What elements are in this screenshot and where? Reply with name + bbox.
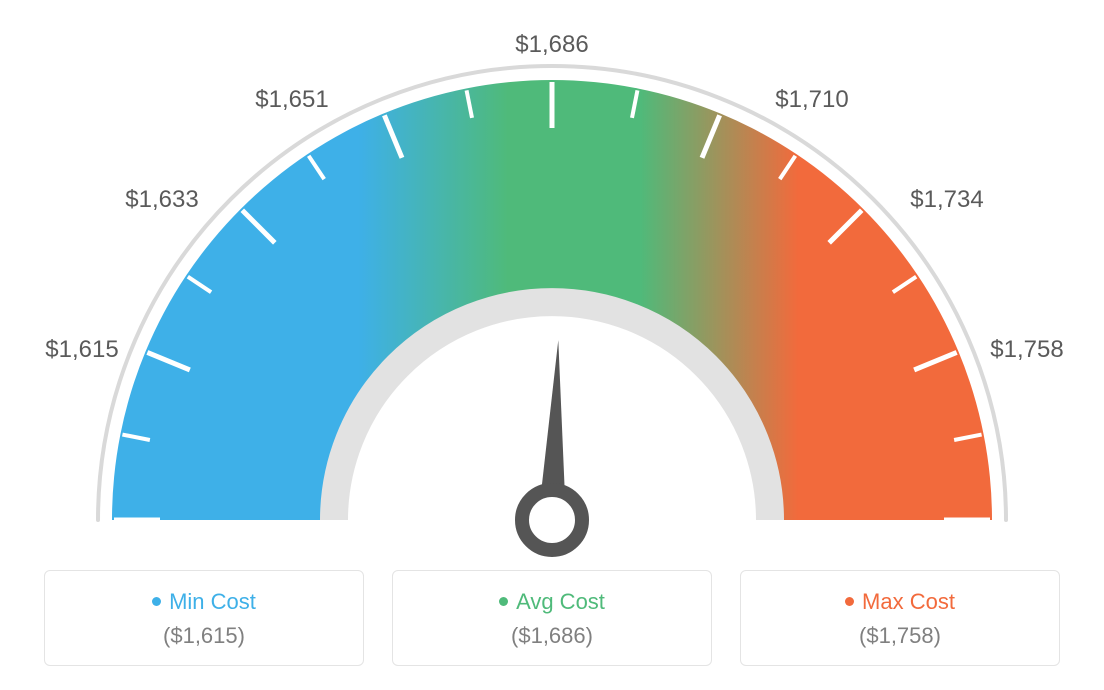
legend-value-min: ($1,615): [55, 623, 353, 649]
gauge-tick-label: $1,633: [125, 186, 198, 214]
legend-label-min: Min Cost: [169, 589, 256, 614]
legend-dot-max: [845, 597, 854, 606]
legend-dot-avg: [499, 597, 508, 606]
gauge-tick-label: $1,686: [515, 31, 588, 59]
legend-title-max: Max Cost: [751, 589, 1049, 615]
legend-title-avg: Avg Cost: [403, 589, 701, 615]
legend-value-max: ($1,758): [751, 623, 1049, 649]
gauge-chart: $1,615 $1,633 $1,651 $1,686 $1,710 $1,734 $1,7…: [22, 20, 1082, 560]
legend-card-min: Min Cost ($1,615): [44, 570, 364, 666]
legend-label-avg: Avg Cost: [516, 589, 605, 614]
gauge-tick-label: $1,734: [910, 186, 983, 214]
legend-card-max: Max Cost ($1,758): [740, 570, 1060, 666]
gauge-tick-label: $1,615: [45, 336, 118, 364]
gauge-tick-label: $1,758: [990, 336, 1063, 364]
legend-label-max: Max Cost: [862, 589, 955, 614]
gauge-tick-label: $1,651: [255, 86, 328, 114]
gauge-tick-label: $1,710: [775, 86, 848, 114]
legend-dot-min: [152, 597, 161, 606]
legend-title-min: Min Cost: [55, 589, 353, 615]
legend-value-avg: ($1,686): [403, 623, 701, 649]
gauge-svg: [22, 20, 1082, 560]
legend-card-avg: Avg Cost ($1,686): [392, 570, 712, 666]
legend-row: Min Cost ($1,615) Avg Cost ($1,686) Max …: [20, 570, 1084, 666]
